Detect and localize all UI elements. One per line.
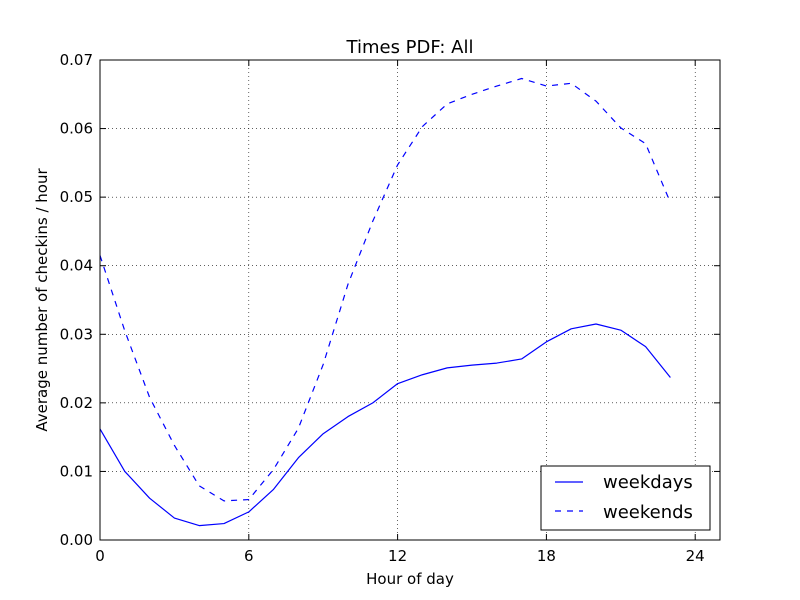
y-axis-label: Average number of checkins / hour	[33, 168, 51, 432]
series-line-weekdays	[99, 323, 671, 527]
y-tick-label: 0.05	[60, 188, 93, 206]
y-tick-label: 0.07	[60, 51, 93, 69]
y-tick-label: 0.04	[60, 257, 93, 275]
axis-ticks: 0 6 12 18 24 0.00 0.01 0.02 0.03 0.04 0.05 0.06 0.07	[60, 51, 720, 565]
legend-label-weekdays: weekdays	[603, 472, 693, 493]
x-tick-label: 6	[244, 547, 254, 565]
x-tick-label: 18	[537, 547, 556, 565]
y-tick-label: 0.06	[60, 120, 93, 138]
x-tick-label: 24	[686, 547, 705, 565]
y-tick-label: 0.00	[60, 531, 93, 549]
x-tick-label: 12	[388, 547, 407, 565]
y-tick-label: 0.03	[60, 325, 93, 343]
legend-label-weekends: weekends	[603, 502, 693, 523]
plot-frame	[99, 59, 721, 541]
x-axis-label: Hour of day	[366, 570, 454, 588]
series-line-weekends	[99, 77, 671, 502]
legend-box	[540, 465, 711, 531]
chart-title: Times PDF: All	[346, 37, 474, 58]
y-tick-label: 0.02	[60, 394, 93, 412]
legend: weekdays weekends	[540, 465, 711, 531]
x-tick-label: 0	[95, 547, 105, 565]
y-tick-label: 0.01	[60, 462, 93, 480]
series-group	[99, 77, 671, 527]
